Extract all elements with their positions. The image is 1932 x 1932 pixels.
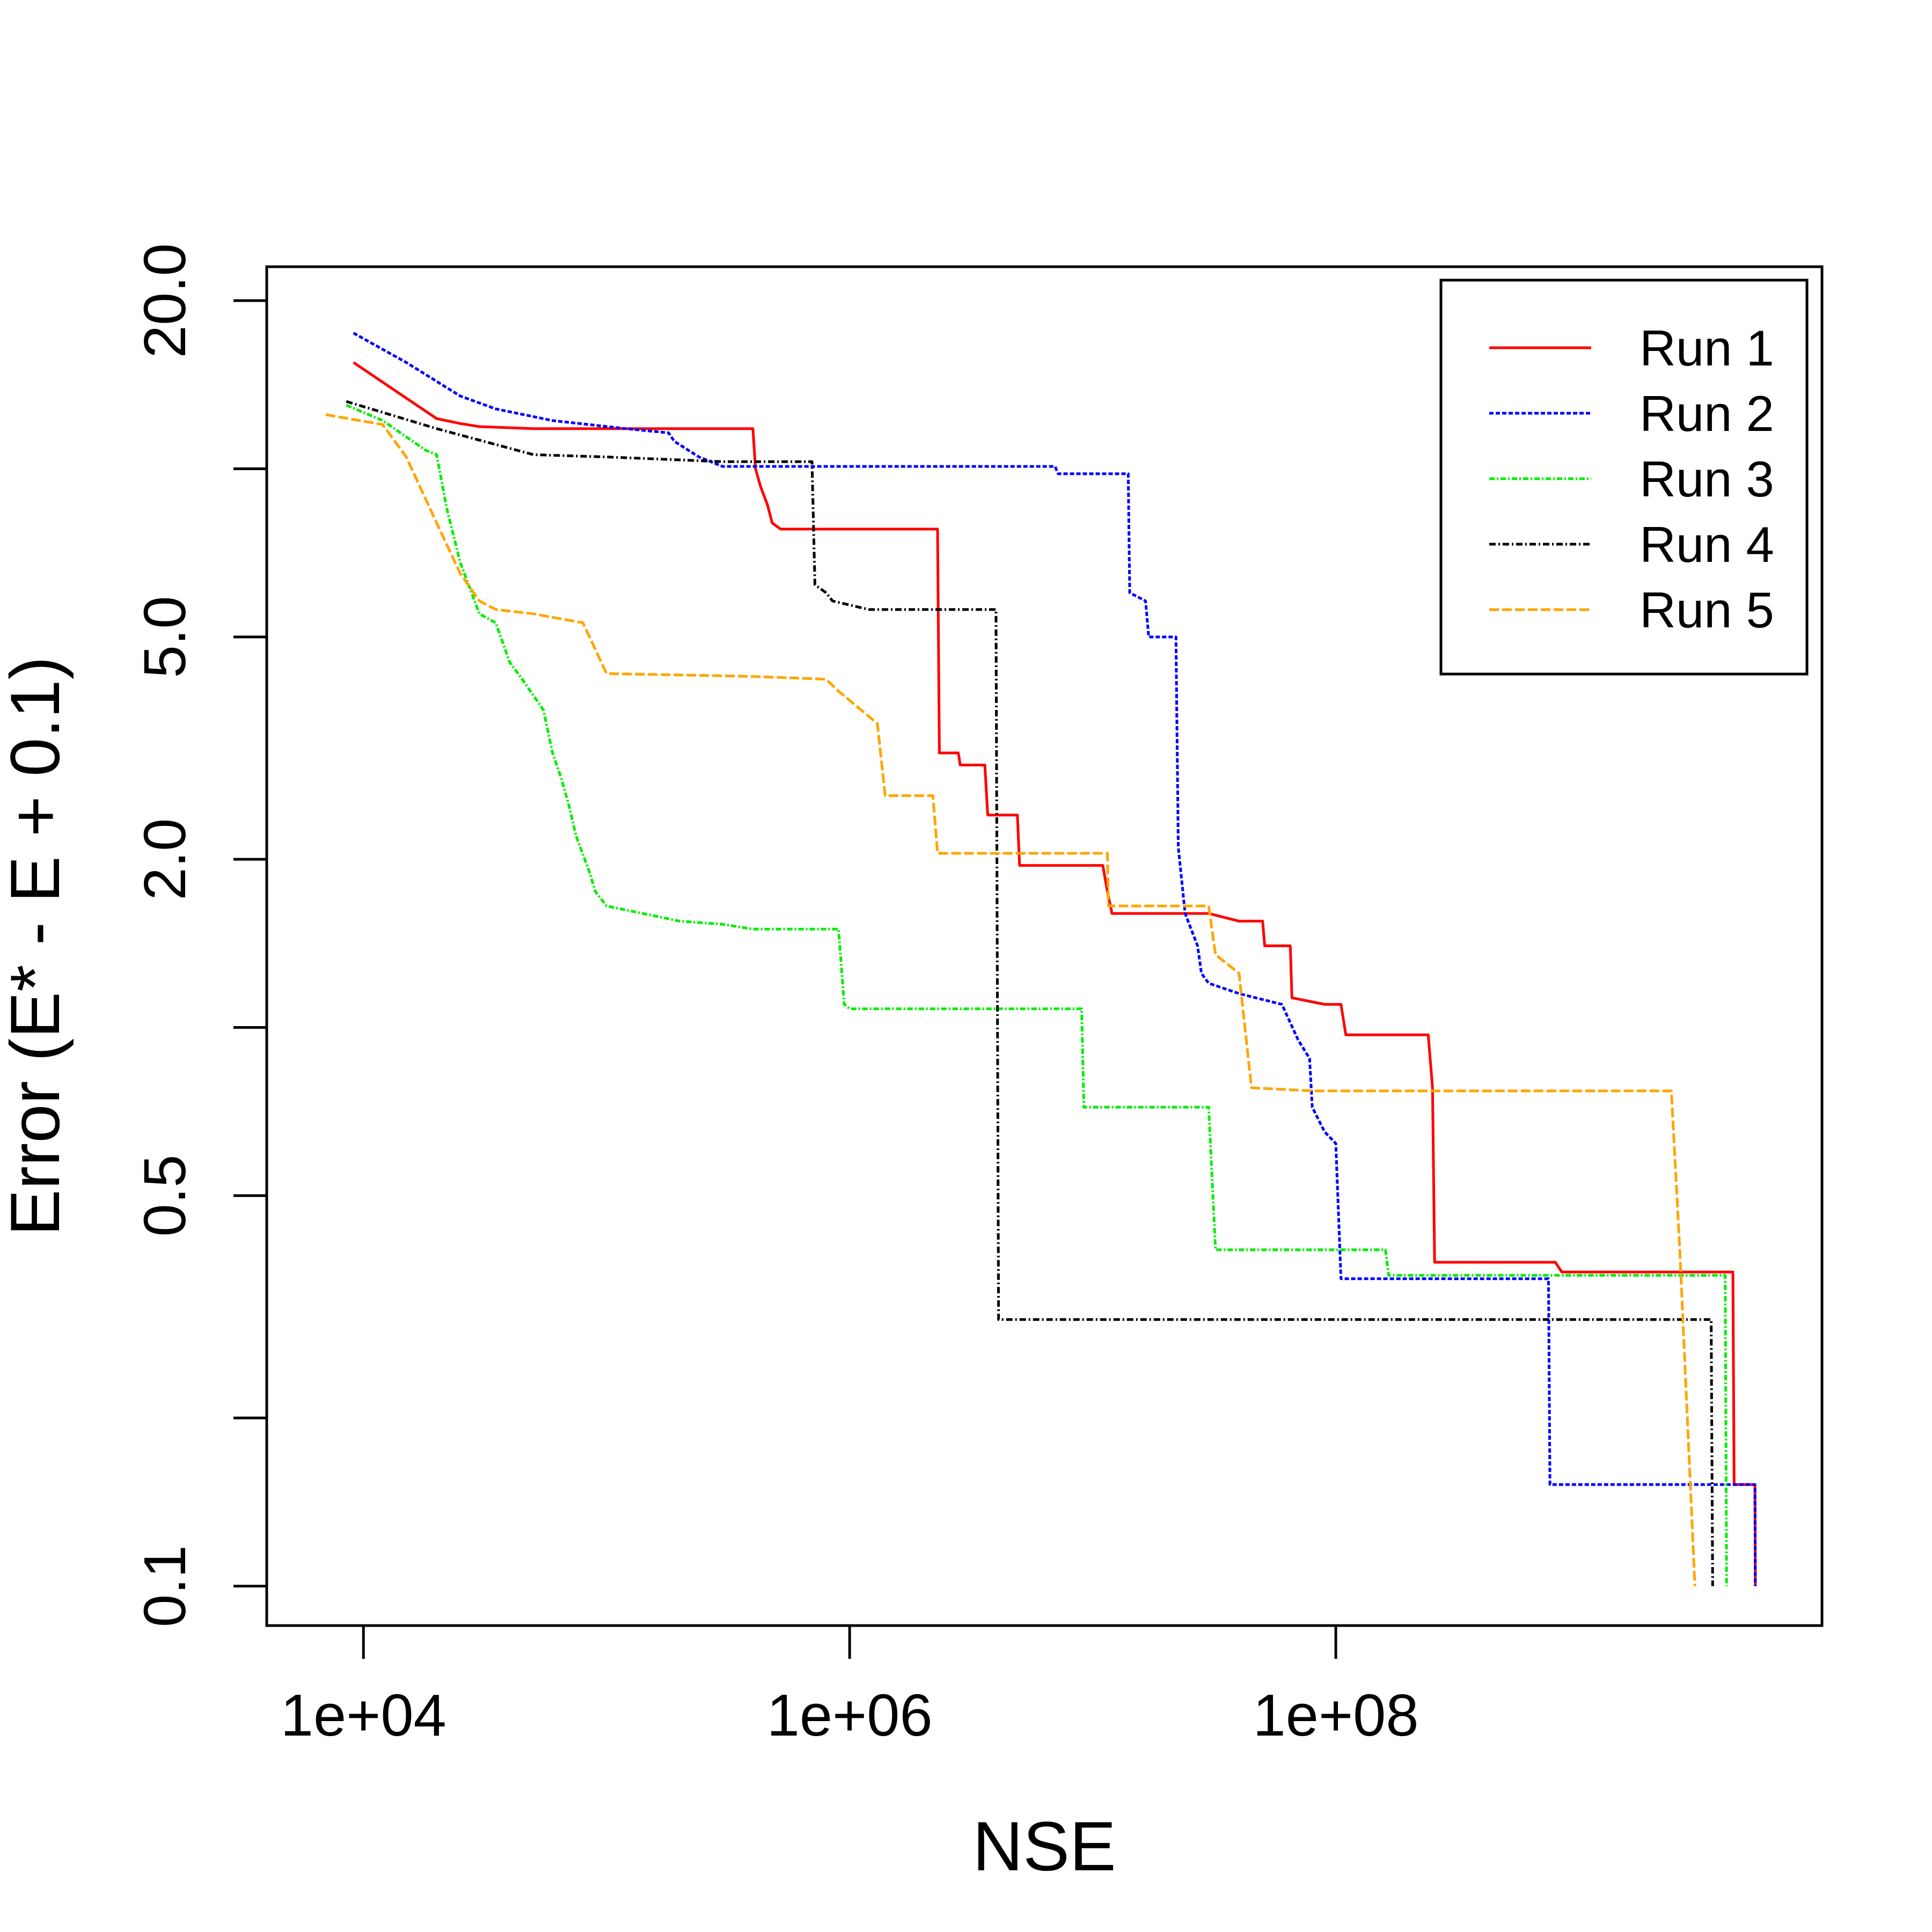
y-tick-label: 5.0	[132, 596, 198, 678]
legend-label-run-5: Run 5	[1640, 582, 1774, 638]
y-axis-title: Error (E* - E + 0.1)	[0, 656, 74, 1236]
y-tick-label: 2.0	[132, 818, 198, 901]
series-line-run-2	[353, 332, 1757, 1586]
x-axis: 1e+04 1e+06 1e+08	[281, 1626, 1419, 1748]
series-line-run-5	[325, 413, 1696, 1586]
series-line-run-1	[353, 361, 1757, 1586]
legend-label-run-2: Run 2	[1640, 385, 1774, 442]
x-tick-label: 1e+06	[767, 1682, 933, 1748]
y-axis: 0.1 0.5 2.0 5.0 20.0	[132, 243, 267, 1627]
legend-label-run-3: Run 3	[1640, 451, 1774, 507]
y-tick-label: 0.1	[132, 1545, 198, 1627]
y-tick-label: 0.5	[132, 1154, 198, 1236]
y-tick-label: 20.0	[132, 243, 198, 358]
legend-box	[1439, 279, 1809, 676]
legend: Run 1 Run 2 Run 3 Run 4 Run 5	[1439, 279, 1809, 676]
series-layer	[325, 332, 1757, 1586]
x-tick-label: 1e+08	[1253, 1682, 1419, 1748]
plot-frame	[265, 265, 1824, 1627]
series-line-run-3	[346, 404, 1728, 1586]
x-tick-label: 1e+04	[281, 1682, 447, 1748]
x-axis-title: NSE	[972, 1807, 1116, 1885]
legend-label-run-4: Run 4	[1640, 516, 1774, 573]
series-line-run-4	[346, 400, 1714, 1586]
legend-label-run-1: Run 1	[1640, 320, 1774, 376]
